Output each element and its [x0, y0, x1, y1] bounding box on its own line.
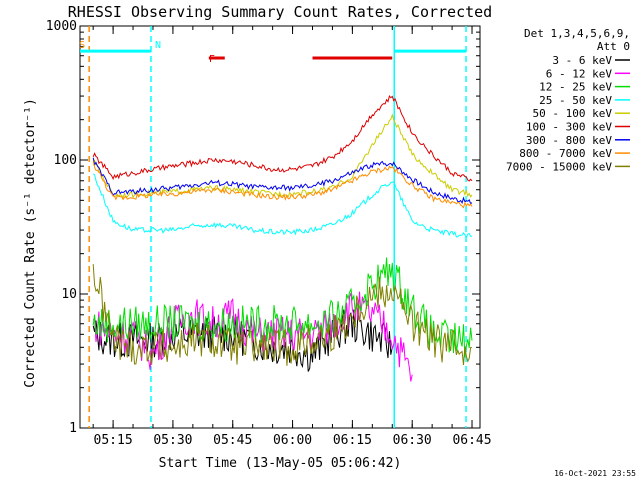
series-line — [92, 95, 473, 182]
plot-area-border — [79, 25, 481, 429]
series-lines — [92, 95, 473, 382]
legend-label: 25 - 50 keV — [539, 94, 612, 107]
series-line — [92, 264, 473, 366]
y-tick-label: 10 — [61, 287, 77, 302]
plot-frame — [79, 25, 481, 429]
legend-label: 7000 - 15000 keV — [506, 160, 612, 173]
series-line — [92, 173, 473, 239]
series-line — [92, 157, 473, 205]
x-tick-label: 06:30 — [393, 433, 432, 448]
legend-label: 12 - 25 keV — [539, 81, 612, 94]
y-tick-label: 1000 — [46, 19, 77, 34]
x-tick-label: 06:00 — [273, 433, 312, 448]
y-axis-label: Corrected Count Rate (s⁻¹ detector⁻¹) — [23, 98, 38, 388]
x-tick-label: 06:45 — [452, 433, 491, 448]
legend-label: 100 - 300 keV — [526, 121, 612, 134]
y-tick-label: 100 — [54, 153, 77, 168]
marker-label: S — [79, 40, 85, 51]
series-line — [92, 257, 473, 358]
legend-label: 6 - 12 keV — [546, 67, 613, 80]
legend-header-line2: Att 0 — [597, 40, 630, 53]
chart-title: RHESSI Observing Summary Count Rates, Co… — [68, 3, 492, 21]
x-tick-label: 05:45 — [213, 433, 252, 448]
series-line — [92, 113, 473, 199]
legend-label: 50 - 100 keV — [533, 107, 613, 120]
marker-labels: S N F — [79, 40, 215, 65]
x-tick-label: 05:15 — [94, 433, 133, 448]
footer-date: 16-Oct-2021 23:55 — [554, 469, 636, 478]
legend-label: 3 - 6 keV — [552, 54, 612, 67]
y-tick-label: 1 — [69, 421, 77, 436]
x-tick-label: 05:30 — [153, 433, 192, 448]
legend-header-line1: Det 1,3,4,5,6,9, — [524, 27, 630, 40]
marker-label: F — [209, 54, 215, 65]
marker-label: N — [155, 40, 161, 51]
series-line — [92, 161, 473, 209]
legend-label: 300 - 800 keV — [526, 134, 612, 147]
axes: 1 10 100 1000 05:15 05:30 05:45 06:00 06:15 06:30… — [46, 19, 492, 448]
x-tick-label: 06:15 — [333, 433, 372, 448]
x-axis-label: Start Time (13-May-05 05:06:42) — [159, 456, 402, 471]
legend-label: 800 - 7000 keV — [519, 147, 612, 160]
